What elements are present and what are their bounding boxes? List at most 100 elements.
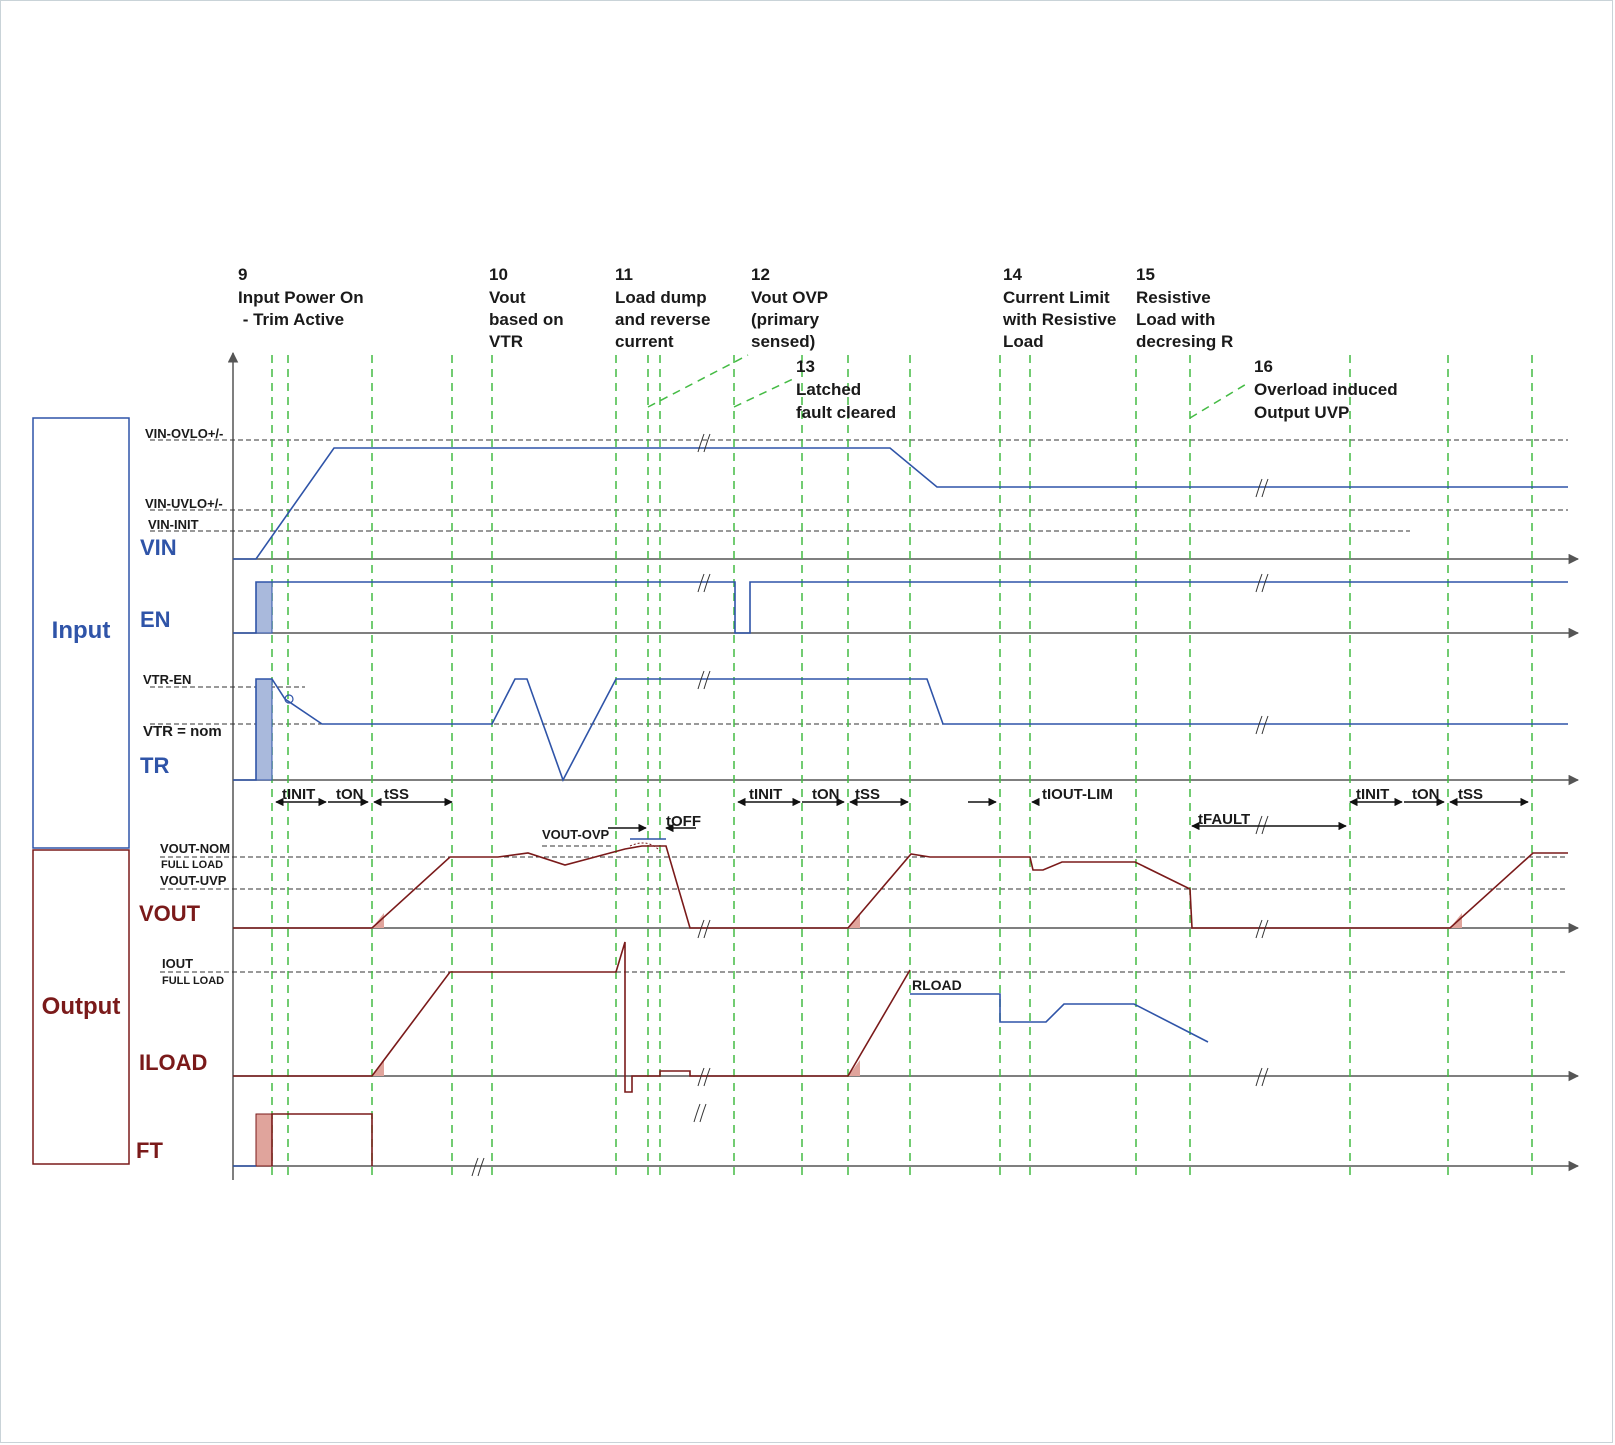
vin-init-label: VIN-INIT xyxy=(148,517,199,532)
rload-label: RLOAD xyxy=(912,977,962,993)
break-mark xyxy=(697,670,711,690)
input-waveforms xyxy=(233,447,1568,1167)
break-mark xyxy=(471,1157,485,1177)
break-mark xyxy=(1255,919,1269,939)
event-14-line-1: Current Limit xyxy=(1003,288,1110,307)
rload-waveform xyxy=(910,993,1209,1043)
break-mark xyxy=(1255,815,1269,835)
break-mark xyxy=(1255,1067,1269,1087)
event-15-line-3: decresing R xyxy=(1136,332,1233,351)
event-13-number: 13 xyxy=(796,357,815,376)
event-10-number: 10 xyxy=(489,265,508,284)
break-mark xyxy=(697,919,711,939)
vout-uvp-label: VOUT-UVP xyxy=(160,873,227,888)
break-mark xyxy=(697,1067,711,1087)
threshold-lines xyxy=(150,439,1568,973)
event-12-number: 12 xyxy=(751,265,770,284)
event-15-line-2: Load with xyxy=(1136,310,1215,329)
en-signal-label: EN xyxy=(140,607,171,632)
event-11-line-1: Load dump xyxy=(615,288,707,307)
en-pulse-fill xyxy=(255,581,273,634)
timing-label: tINIT xyxy=(1356,786,1389,803)
break-mark xyxy=(1255,573,1269,593)
vin-uvlo-label: VIN-UVLO+/- xyxy=(145,496,223,511)
break-marks xyxy=(471,433,1269,1177)
leader-12 xyxy=(647,354,749,408)
pulse-fills xyxy=(255,581,1462,1167)
timing-arrows xyxy=(275,797,1529,833)
tr-pulse-fill xyxy=(255,678,273,781)
event-12-line-1: Vout OVP xyxy=(751,288,828,307)
event-16-line-1: Overload induced xyxy=(1254,380,1398,399)
break-mark xyxy=(1255,715,1269,735)
leader-13 xyxy=(733,377,796,408)
event-12-line-3: sensed) xyxy=(751,332,815,351)
timing-label: tINIT xyxy=(282,786,315,803)
break-mark xyxy=(697,573,711,593)
ft-pulse-fill xyxy=(255,1113,273,1167)
iload-waveform xyxy=(233,941,911,1093)
signal-labels: VIN EN TR VOUT ILOAD FT xyxy=(136,535,207,1163)
event-15-number: 15 xyxy=(1136,265,1155,284)
event-markers xyxy=(271,355,1533,1180)
event-16-line-2: Output UVP xyxy=(1254,403,1349,422)
vout-ovp-dotted xyxy=(629,842,661,852)
vin-signal-label: VIN xyxy=(140,535,177,560)
iout-full-load-label: FULL LOAD xyxy=(162,975,224,987)
vout-nom-label: VOUT-NOM xyxy=(160,841,230,856)
event-13-line-2: fault cleared xyxy=(796,403,896,422)
timing-label: tINIT xyxy=(749,786,782,803)
event-14-line-3: Load xyxy=(1003,332,1044,351)
vtr-nom-label: VTR = nom xyxy=(143,723,222,740)
vout-signal-label: VOUT xyxy=(139,901,201,926)
timing-label: tIOUT-LIM xyxy=(1042,786,1113,803)
output-group-box xyxy=(32,849,130,1165)
break-mark xyxy=(1255,478,1269,498)
event-13-line-1: Latched xyxy=(796,380,861,399)
timing-label: tON xyxy=(812,786,840,803)
vin-ovlo-label: VIN-OVLO+/- xyxy=(145,426,223,441)
tr-waveform xyxy=(233,678,1568,782)
trim-point-icon xyxy=(284,694,294,704)
event-10-line-1: Vout xyxy=(489,288,526,307)
timing-label: tFAULT xyxy=(1198,811,1250,828)
ft-waveform xyxy=(271,1113,373,1166)
vtr-en-label: VTR-EN xyxy=(143,672,191,687)
vout-full-load-label: FULL LOAD xyxy=(161,859,223,871)
input-group-box xyxy=(32,417,130,849)
ft-signal-label: FT xyxy=(136,1138,163,1163)
en-waveform xyxy=(233,581,1568,634)
iload-signal-label: ILOAD xyxy=(139,1050,207,1075)
event-10-line-3: VTR xyxy=(489,332,523,351)
event-12-line-2: (primary xyxy=(751,310,820,329)
timing-label: tSS xyxy=(384,786,409,803)
event-labels: 9 Input Power On - Trim Active 10 Vout b… xyxy=(238,265,1398,422)
tr-signal-label: TR xyxy=(140,753,169,778)
timing-label: tOFF xyxy=(666,813,701,830)
event-14-number: 14 xyxy=(1003,265,1022,284)
vout-ovp-label: VOUT-OVP xyxy=(542,827,610,842)
event-leaders xyxy=(647,354,1249,419)
timing-label: tON xyxy=(1412,786,1440,803)
event-15-line-1: Resistive xyxy=(1136,288,1211,307)
timing-label: tON xyxy=(336,786,364,803)
threshold-labels: VIN-OVLO+/- VIN-UVLO+/- VIN-INIT VTR-EN … xyxy=(143,426,962,993)
vin-waveform xyxy=(233,447,1568,560)
vout-waveform xyxy=(233,845,1568,929)
event-11-number: 11 xyxy=(615,265,633,284)
event-10-line-2: based on xyxy=(489,310,564,329)
event-9-line-2: - Trim Active xyxy=(238,310,344,329)
iout-label: IOUT xyxy=(162,956,193,971)
event-9-number: 9 xyxy=(238,265,247,284)
event-16-number: 16 xyxy=(1254,357,1273,376)
leader-16 xyxy=(1189,382,1249,419)
event-11-line-2: and reverse xyxy=(615,310,710,329)
timing-label: tSS xyxy=(855,786,880,803)
output-group-label: Output xyxy=(42,993,121,1020)
break-mark xyxy=(693,1103,707,1123)
input-group-label: Input xyxy=(52,617,111,644)
event-9-line-1: Input Power On xyxy=(238,288,364,307)
time-axes xyxy=(233,553,1580,1172)
